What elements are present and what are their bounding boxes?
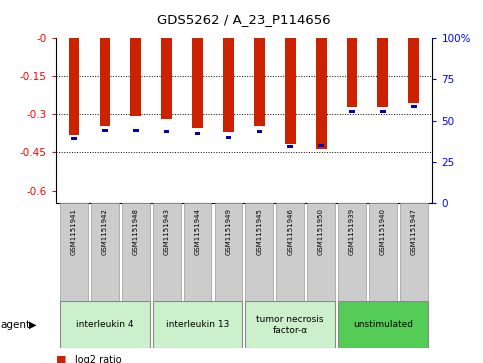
Bar bbox=[254, 38, 265, 126]
Bar bbox=[130, 38, 141, 115]
Text: GSM1151946: GSM1151946 bbox=[287, 208, 293, 255]
Bar bbox=[122, 203, 150, 301]
Bar bbox=[71, 137, 77, 140]
Text: log2 ratio: log2 ratio bbox=[75, 355, 122, 363]
Text: interleukin 4: interleukin 4 bbox=[76, 321, 134, 329]
Bar bbox=[184, 203, 212, 301]
Bar bbox=[91, 203, 119, 301]
Bar bbox=[380, 110, 385, 113]
Bar bbox=[223, 38, 234, 132]
Text: tumor necrosis
factor-α: tumor necrosis factor-α bbox=[256, 315, 324, 335]
Text: GSM1151940: GSM1151940 bbox=[380, 208, 386, 255]
Bar bbox=[69, 38, 80, 135]
Bar bbox=[369, 203, 397, 301]
Bar bbox=[338, 301, 427, 348]
Bar bbox=[133, 129, 139, 132]
Text: ▶: ▶ bbox=[29, 320, 37, 330]
Text: GSM1151945: GSM1151945 bbox=[256, 208, 262, 255]
Text: GSM1151943: GSM1151943 bbox=[164, 208, 170, 255]
Bar bbox=[99, 38, 110, 126]
Bar bbox=[102, 129, 108, 132]
Bar bbox=[164, 130, 170, 133]
Bar bbox=[60, 203, 88, 301]
Text: ■: ■ bbox=[56, 355, 66, 363]
Bar bbox=[378, 38, 388, 107]
Text: interleukin 13: interleukin 13 bbox=[166, 321, 229, 329]
Bar bbox=[411, 105, 416, 108]
Text: GSM1151942: GSM1151942 bbox=[102, 208, 108, 255]
Text: GSM1151939: GSM1151939 bbox=[349, 208, 355, 255]
Bar bbox=[400, 203, 427, 301]
Bar bbox=[195, 132, 200, 135]
Bar bbox=[214, 203, 242, 301]
Bar bbox=[349, 110, 355, 113]
Text: GSM1151944: GSM1151944 bbox=[195, 208, 200, 255]
Bar bbox=[226, 136, 231, 139]
Text: GSM1151948: GSM1151948 bbox=[133, 208, 139, 255]
Bar bbox=[318, 144, 324, 147]
Text: agent: agent bbox=[0, 320, 30, 330]
Bar bbox=[276, 203, 304, 301]
Bar bbox=[285, 38, 296, 143]
Text: GSM1151950: GSM1151950 bbox=[318, 208, 324, 255]
Bar bbox=[60, 301, 150, 348]
Text: unstimulated: unstimulated bbox=[353, 321, 413, 329]
Text: GSM1151947: GSM1151947 bbox=[411, 208, 417, 255]
Bar bbox=[153, 301, 242, 348]
Bar bbox=[245, 203, 273, 301]
Bar bbox=[245, 301, 335, 348]
Bar bbox=[256, 130, 262, 133]
Bar bbox=[307, 203, 335, 301]
Bar bbox=[287, 145, 293, 148]
Bar bbox=[192, 38, 203, 128]
Bar bbox=[408, 38, 419, 103]
Bar bbox=[347, 38, 357, 107]
Text: GSM1151941: GSM1151941 bbox=[71, 208, 77, 255]
Bar bbox=[153, 203, 181, 301]
Bar bbox=[316, 38, 327, 149]
Text: GDS5262 / A_23_P114656: GDS5262 / A_23_P114656 bbox=[157, 13, 331, 26]
Text: GSM1151949: GSM1151949 bbox=[226, 208, 231, 255]
Bar bbox=[338, 203, 366, 301]
Bar bbox=[161, 38, 172, 119]
